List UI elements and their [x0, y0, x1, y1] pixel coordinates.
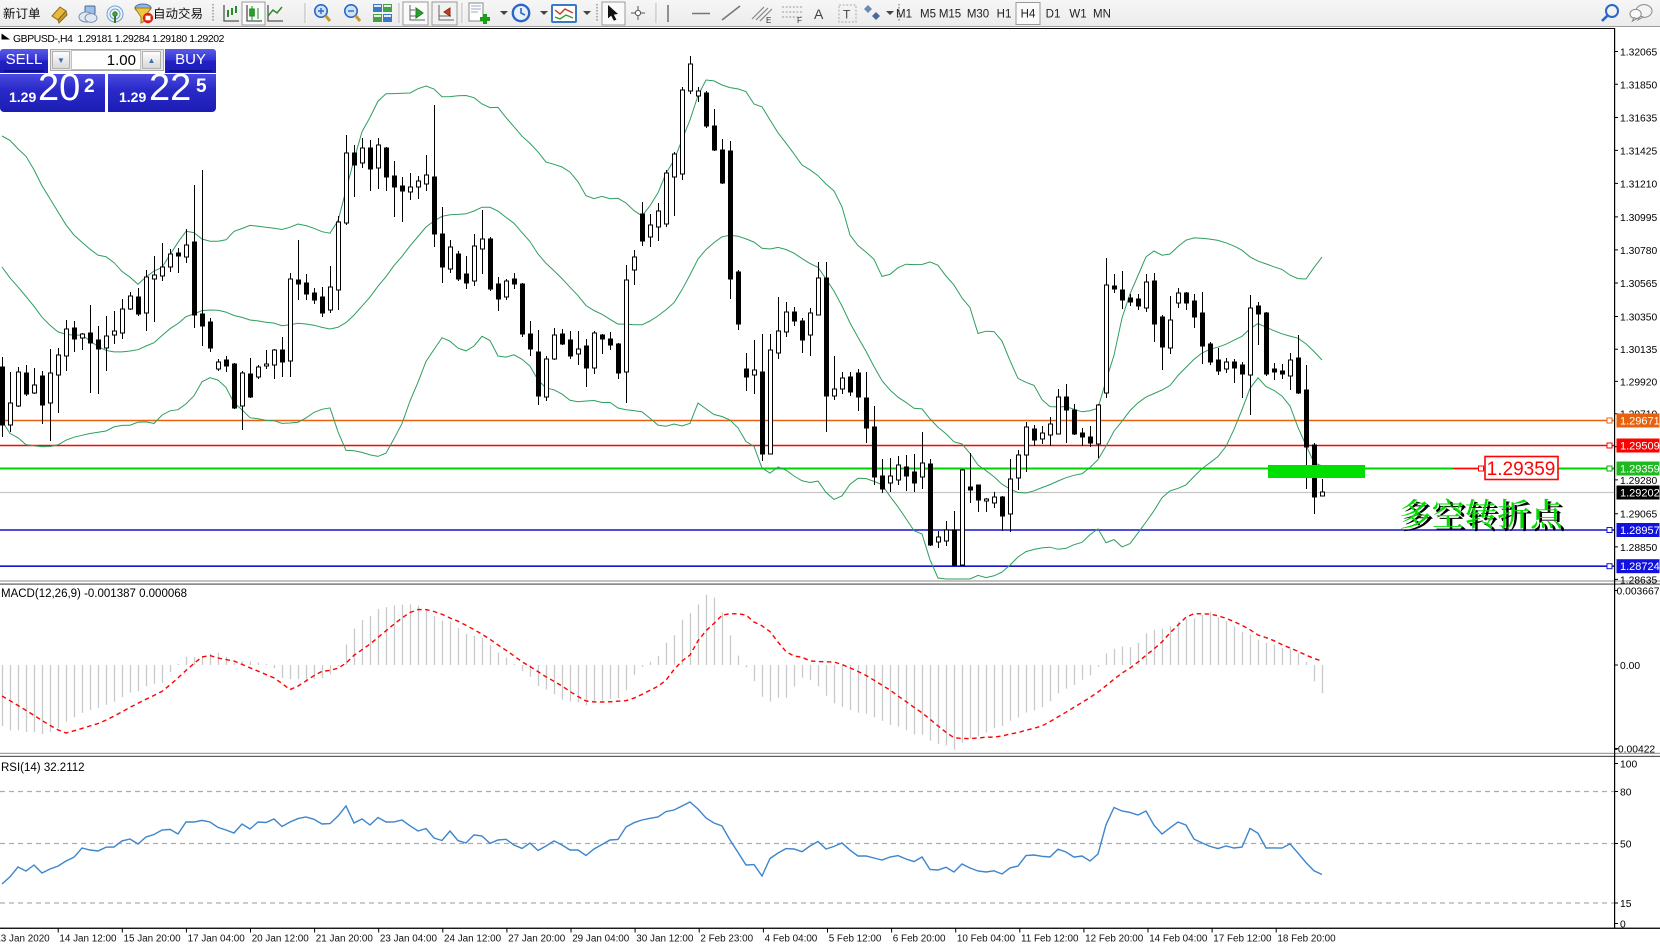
- svg-text:2 Feb 23:00: 2 Feb 23:00: [700, 934, 753, 945]
- svg-text:15: 15: [1620, 899, 1632, 910]
- svg-text:1.29065: 1.29065: [1620, 510, 1657, 521]
- svg-text:1.29671: 1.29671: [1620, 416, 1660, 428]
- svg-text:1.31850: 1.31850: [1620, 80, 1657, 91]
- svg-text:14 Feb 04:00: 14 Feb 04:00: [1149, 934, 1208, 945]
- svg-text:20 Jan 12:00: 20 Jan 12:00: [252, 934, 310, 945]
- svg-text:1.28850: 1.28850: [1620, 543, 1657, 554]
- svg-text:1.30565: 1.30565: [1620, 279, 1657, 290]
- svg-text:W1: W1: [1069, 9, 1086, 21]
- svg-text:H4: H4: [1021, 9, 1036, 21]
- svg-text:80: 80: [1620, 788, 1632, 799]
- svg-text:23 Jan 04:00: 23 Jan 04:00: [380, 934, 438, 945]
- svg-text:30 Jan 12:00: 30 Jan 12:00: [636, 934, 694, 945]
- svg-text:15 Jan 20:00: 15 Jan 20:00: [124, 934, 182, 945]
- svg-text:E: E: [766, 16, 771, 25]
- svg-text:1.31635: 1.31635: [1620, 114, 1657, 125]
- svg-text:6 Feb 20:00: 6 Feb 20:00: [893, 934, 946, 945]
- svg-text:1.29359: 1.29359: [1620, 464, 1660, 476]
- svg-text:1.29509: 1.29509: [1620, 441, 1660, 453]
- svg-text:T: T: [843, 8, 851, 22]
- svg-text:1.29202: 1.29202: [1620, 488, 1660, 500]
- svg-text:F: F: [797, 16, 802, 25]
- svg-text:M15: M15: [939, 9, 961, 21]
- svg-text:29 Jan 04:00: 29 Jan 04:00: [572, 934, 630, 945]
- svg-text:100: 100: [1620, 760, 1637, 771]
- svg-text:11 Feb 12:00: 11 Feb 12:00: [1021, 934, 1079, 945]
- svg-text:RSI(14) 32.2112: RSI(14) 32.2112: [1, 762, 85, 774]
- svg-text:GBPUSD-,H4 1.29181 1.29284 1.: GBPUSD-,H4 1.29181 1.29284 1.29180 1.292…: [13, 34, 225, 45]
- svg-text:12 Feb 20:00: 12 Feb 20:00: [1085, 934, 1144, 945]
- svg-text:17 Jan 04:00: 17 Jan 04:00: [188, 934, 246, 945]
- svg-text:27 Jan 20:00: 27 Jan 20:00: [508, 934, 566, 945]
- svg-text:M5: M5: [920, 9, 936, 21]
- svg-text:21 Jan 20:00: 21 Jan 20:00: [316, 934, 374, 945]
- svg-text:MN: MN: [1093, 9, 1111, 21]
- svg-text:18 Feb 20:00: 18 Feb 20:00: [1277, 934, 1336, 945]
- svg-text:-0.00422: -0.00422: [1615, 745, 1656, 756]
- svg-text:0: 0: [1620, 920, 1626, 931]
- svg-text:1.29359: 1.29359: [1487, 459, 1556, 480]
- svg-text:1.30135: 1.30135: [1620, 345, 1657, 356]
- svg-text:1.28957: 1.28957: [1620, 525, 1660, 537]
- svg-text:0.00: 0.00: [1620, 661, 1640, 672]
- svg-text:1.29920: 1.29920: [1620, 377, 1657, 388]
- svg-text:1.30780: 1.30780: [1620, 246, 1657, 257]
- svg-text:A: A: [814, 6, 824, 22]
- svg-text:1.30350: 1.30350: [1620, 313, 1657, 324]
- svg-text:1.29280: 1.29280: [1620, 476, 1657, 487]
- svg-text:50: 50: [1620, 840, 1632, 851]
- svg-text:5 Feb 12:00: 5 Feb 12:00: [829, 934, 882, 945]
- svg-text:1.30995: 1.30995: [1620, 213, 1657, 224]
- svg-text:17 Feb 12:00: 17 Feb 12:00: [1213, 934, 1272, 945]
- svg-text:M1: M1: [896, 9, 912, 21]
- svg-text:13 Jan 2020: 13 Jan 2020: [0, 934, 50, 945]
- svg-text:H1: H1: [997, 9, 1012, 21]
- svg-text:0.003667: 0.003667: [1617, 587, 1660, 598]
- svg-text:4 Feb 04:00: 4 Feb 04:00: [765, 934, 818, 945]
- svg-text:D1: D1: [1046, 9, 1061, 21]
- svg-text:1.32065: 1.32065: [1620, 48, 1657, 59]
- svg-text:24 Jan 12:00: 24 Jan 12:00: [444, 934, 502, 945]
- svg-text:14 Jan 12:00: 14 Jan 12:00: [59, 934, 117, 945]
- svg-text:1.28724: 1.28724: [1620, 561, 1660, 573]
- svg-text:M30: M30: [967, 9, 989, 21]
- svg-text:10 Feb 04:00: 10 Feb 04:00: [957, 934, 1016, 945]
- svg-text:1.31425: 1.31425: [1620, 146, 1657, 157]
- svg-text:1.31210: 1.31210: [1620, 179, 1657, 190]
- svg-text:MACD(12,26,9) -0.001387 0.0000: MACD(12,26,9) -0.001387 0.000068: [1, 588, 187, 600]
- svg-text:1.28635: 1.28635: [1620, 575, 1657, 586]
